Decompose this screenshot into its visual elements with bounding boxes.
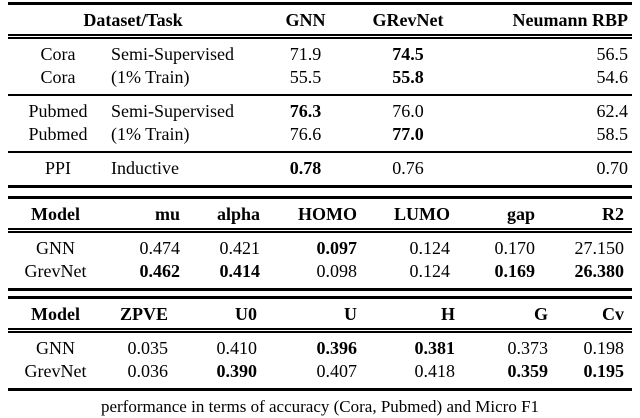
col-header-u0: U0 bbox=[235, 304, 257, 324]
cell-grevnet: 55.8 bbox=[392, 67, 424, 87]
col-header-model: Model bbox=[31, 204, 80, 224]
cell-dataset: Cora bbox=[40, 44, 76, 64]
col-header-gnn: GNN bbox=[285, 10, 326, 30]
cell-alpha: 0.414 bbox=[219, 261, 261, 281]
cell-lumo: 0.124 bbox=[409, 238, 451, 258]
cell-cv: 0.195 bbox=[583, 361, 625, 381]
cell-mu: 0.474 bbox=[139, 238, 181, 258]
cell-g: 0.373 bbox=[507, 338, 549, 358]
cell-neumann: 56.5 bbox=[596, 44, 629, 64]
table3-header: Model ZPVE U0 U H G Cv bbox=[8, 298, 632, 331]
cell-dataset: PPI bbox=[44, 158, 71, 178]
table1-group-pubmed: Pubmed Semi-Supervised 76.3 76.0 62.4 Pu… bbox=[8, 95, 633, 152]
classification-results-table: Dataset/Task GNN GRevNet Neumann RBP Cor… bbox=[8, 2, 633, 188]
col-header-homo: HOMO bbox=[298, 204, 357, 224]
cell-neumann: 0.70 bbox=[596, 158, 629, 178]
cell-task: Semi-Supervised bbox=[111, 44, 234, 64]
table3-header-row: Model ZPVE U0 U H G Cv bbox=[8, 298, 632, 331]
cell-r2: 26.380 bbox=[574, 261, 625, 281]
qm9-results-table-2: Model ZPVE U0 U H G Cv GNN 0.035 0.410 0… bbox=[8, 296, 632, 391]
cell-u: 0.396 bbox=[316, 338, 358, 358]
table1-group-ppi: PPI Inductive 0.78 0.76 0.70 bbox=[8, 152, 632, 187]
cell-gnn: 71.9 bbox=[289, 44, 322, 64]
cell-task: Semi-Supervised bbox=[111, 101, 234, 121]
col-header-model: Model bbox=[31, 304, 80, 324]
cell-model: GNN bbox=[36, 338, 75, 358]
col-header-alpha: alpha bbox=[216, 204, 260, 224]
col-header-dataset-task: Dataset/Task bbox=[83, 10, 183, 30]
col-header-zpve: ZPVE bbox=[119, 304, 168, 324]
table-row: GNN 0.035 0.410 0.396 0.381 0.373 0.198 bbox=[8, 331, 632, 361]
table-row: Pubmed Semi-Supervised 76.3 76.0 62.4 bbox=[8, 95, 632, 123]
cell-u0: 0.410 bbox=[216, 338, 258, 358]
table-row: GrevNet 0.036 0.390 0.407 0.418 0.359 0.… bbox=[8, 360, 632, 390]
table1-header: Dataset/Task GNN GRevNet Neumann RBP bbox=[8, 4, 633, 37]
table1-group-cora: Cora Semi-Supervised 71.9 74.5 56.5 Cora… bbox=[8, 37, 633, 95]
table2-header-row: Model mu alpha HOMO LUMO gap R2 bbox=[8, 198, 632, 231]
col-header-r2: R2 bbox=[602, 204, 624, 224]
table-row: GrevNet 0.462 0.414 0.098 0.124 0.169 26… bbox=[8, 260, 632, 290]
cell-lumo: 0.124 bbox=[409, 261, 451, 281]
col-header-u: U bbox=[344, 304, 357, 324]
table-row: PPI Inductive 0.78 0.76 0.70 bbox=[8, 152, 632, 187]
cell-dataset: Pubmed bbox=[28, 124, 88, 144]
cell-grevnet: 77.0 bbox=[392, 124, 424, 144]
col-header-mu: mu bbox=[154, 204, 180, 224]
cell-cv: 0.198 bbox=[583, 338, 625, 358]
cell-alpha: 0.421 bbox=[219, 238, 261, 258]
cell-gnn: 76.3 bbox=[289, 101, 322, 121]
cell-u0: 0.390 bbox=[216, 361, 258, 381]
cell-h: 0.418 bbox=[414, 361, 456, 381]
cell-dataset: Cora bbox=[40, 67, 76, 87]
cell-model: GNN bbox=[36, 238, 75, 258]
col-header-gap: gap bbox=[506, 204, 535, 224]
table-row: Pubmed (1% Train) 76.6 77.0 58.5 bbox=[8, 123, 632, 152]
cell-gnn: 0.78 bbox=[289, 158, 322, 178]
cell-model: GrevNet bbox=[24, 261, 87, 281]
cell-zpve: 0.036 bbox=[127, 361, 169, 381]
col-header-grevnet: GRevNet bbox=[372, 10, 444, 30]
table-row: GNN 0.474 0.421 0.097 0.124 0.170 27.150 bbox=[8, 231, 632, 261]
cell-dataset: Pubmed bbox=[28, 101, 88, 121]
cell-gnn: 76.6 bbox=[289, 124, 322, 144]
cell-homo: 0.097 bbox=[316, 238, 358, 258]
qm9-results-table-1: Model mu alpha HOMO LUMO gap R2 GNN 0.47… bbox=[8, 196, 632, 291]
cell-r2: 27.150 bbox=[574, 238, 625, 258]
table2-header: Model mu alpha HOMO LUMO gap R2 bbox=[8, 198, 632, 231]
cell-gnn: 55.5 bbox=[289, 67, 322, 87]
cell-neumann: 54.6 bbox=[596, 67, 629, 87]
cell-neumann: 58.5 bbox=[596, 124, 629, 144]
cell-gap: 0.169 bbox=[494, 261, 536, 281]
cell-task: (1% Train) bbox=[111, 124, 190, 144]
col-header-h: H bbox=[440, 304, 455, 324]
table-row: Cora (1% Train) 55.5 55.8 54.6 bbox=[8, 66, 632, 95]
cell-u: 0.407 bbox=[316, 361, 358, 381]
cell-g: 0.359 bbox=[507, 361, 549, 381]
cell-task: (1% Train) bbox=[111, 67, 190, 87]
table-caption-clipped: performance in terms of accuracy (Cora, … bbox=[100, 397, 540, 416]
col-header-neumann-rbp: Neumann RBP bbox=[512, 10, 629, 30]
cell-grevnet: 74.5 bbox=[392, 44, 424, 64]
table3-body: GNN 0.035 0.410 0.396 0.381 0.373 0.198 … bbox=[8, 331, 632, 390]
col-header-lumo: LUMO bbox=[394, 204, 450, 224]
table2-body: GNN 0.474 0.421 0.097 0.124 0.170 27.150… bbox=[8, 231, 632, 290]
cell-homo: 0.098 bbox=[316, 261, 358, 281]
cell-neumann: 62.4 bbox=[596, 101, 629, 121]
cell-zpve: 0.035 bbox=[127, 338, 169, 358]
cell-mu: 0.462 bbox=[139, 261, 181, 281]
col-header-g: G bbox=[533, 304, 548, 324]
cell-task: Inductive bbox=[111, 158, 179, 178]
cell-gap: 0.170 bbox=[494, 238, 536, 258]
cell-h: 0.381 bbox=[414, 338, 456, 358]
col-header-cv: Cv bbox=[602, 304, 624, 324]
table-row: Cora Semi-Supervised 71.9 74.5 56.5 bbox=[8, 37, 632, 67]
cell-model: GrevNet bbox=[24, 361, 87, 381]
table1-header-row: Dataset/Task GNN GRevNet Neumann RBP bbox=[8, 4, 633, 37]
cell-grevnet: 76.0 bbox=[392, 101, 424, 121]
cell-grevnet: 0.76 bbox=[392, 158, 424, 178]
